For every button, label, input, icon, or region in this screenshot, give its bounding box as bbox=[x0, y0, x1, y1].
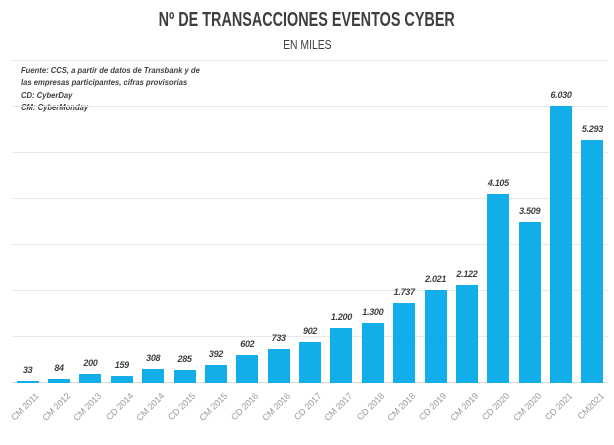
gridline bbox=[12, 60, 608, 61]
gridline bbox=[12, 106, 608, 107]
bar-slot: 200 CM 2013 bbox=[72, 61, 106, 423]
x-tick-label: CD 2018 bbox=[354, 391, 386, 423]
x-tick-label: CD 2021 bbox=[542, 391, 575, 423]
bar-slot: 602 CD 2016 bbox=[229, 61, 263, 422]
x-tick-label: CM 2014 bbox=[134, 391, 167, 423]
x-tick-label: CM2021 bbox=[575, 391, 606, 422]
x-tick-label: CD 2015 bbox=[166, 391, 198, 423]
gridline bbox=[12, 244, 608, 245]
x-tick-label: CM 2011 bbox=[9, 391, 41, 423]
bar-value-label: 1.737 bbox=[393, 287, 415, 298]
source-note: Fuente: CCS, a partir de datos de Transb… bbox=[21, 65, 200, 113]
bar-value-label: 33 bbox=[22, 365, 33, 376]
bar-value-label: 159 bbox=[114, 359, 129, 370]
bar-slot: 902 CD 2017 bbox=[292, 61, 325, 423]
bar-value-label: 733 bbox=[271, 333, 286, 344]
bar-value-label: 5.293 bbox=[581, 123, 603, 134]
x-tick-label: CD 2016 bbox=[229, 391, 261, 423]
bar bbox=[550, 105, 573, 383]
bar-slot: 285 CD 2015 bbox=[166, 61, 200, 422]
gridline bbox=[12, 336, 608, 337]
bar-slot: 6.030 CD 2021 bbox=[543, 61, 576, 423]
bar-slot: 3.509 CM 2020 bbox=[511, 61, 545, 423]
bar-value-label: 84 bbox=[54, 363, 64, 374]
bar bbox=[487, 194, 510, 383]
x-tick-label: CM 2015 bbox=[197, 391, 230, 423]
gridline bbox=[12, 290, 608, 291]
x-tick-label: CD 2020 bbox=[480, 391, 512, 423]
x-tick-label: CM 2018 bbox=[385, 391, 418, 423]
bar bbox=[393, 303, 416, 383]
bar bbox=[330, 327, 353, 383]
bar-slot: 2.021 CD 2019 bbox=[417, 61, 451, 422]
bar bbox=[173, 369, 196, 383]
bar bbox=[16, 381, 39, 383]
bar bbox=[518, 221, 541, 383]
bar-slot: 1.200 CM 2017 bbox=[323, 61, 357, 423]
bars-container: 33 CM 2011 84 CM 2012 200 CM 2013 159 CD 2014 30… bbox=[9, 61, 608, 423]
x-tick-label: CM 2017 bbox=[322, 391, 355, 423]
bar-slot: 392 CM 2015 bbox=[197, 61, 231, 423]
bar-slot: 1.737 CM 2018 bbox=[385, 61, 420, 423]
gridline bbox=[12, 152, 608, 153]
bar-value-label: 602 bbox=[240, 339, 255, 350]
bar-slot: 33 CM 2011 bbox=[9, 61, 43, 422]
bar-value-label: 1.300 bbox=[362, 307, 384, 318]
x-tick-label: CM 2016 bbox=[259, 391, 292, 423]
x-tick-label: CM 2020 bbox=[510, 391, 543, 423]
bar bbox=[299, 341, 322, 383]
bar bbox=[236, 355, 259, 383]
x-tick-label: CD 2017 bbox=[291, 391, 324, 423]
bar-slot: 4.105 CD 2020 bbox=[480, 61, 514, 422]
bar bbox=[110, 375, 133, 383]
page-subtitle: EN MILES bbox=[0, 37, 614, 52]
page-title: Nº DE TRANSACCIONES EVENTOS CYBER bbox=[0, 9, 614, 32]
bar-value-label: 6.030 bbox=[550, 89, 572, 100]
bar-slot: 308 CM 2014 bbox=[134, 61, 169, 423]
bar-value-label: 285 bbox=[177, 353, 192, 364]
bar-value-label: 1.200 bbox=[330, 311, 352, 322]
bar-slot: 733 CM 2016 bbox=[260, 61, 294, 423]
bar-value-label: 3.509 bbox=[519, 205, 541, 216]
bar bbox=[424, 290, 447, 383]
bar bbox=[267, 349, 290, 383]
bar bbox=[204, 364, 227, 383]
page-subtitle-text: EN MILES bbox=[282, 37, 332, 52]
bar bbox=[361, 323, 384, 383]
x-tick-label: CD 2019 bbox=[417, 391, 449, 423]
bar-slot: 84 CM 2012 bbox=[40, 61, 74, 423]
bar-value-label: 902 bbox=[303, 325, 318, 336]
bar bbox=[79, 373, 102, 383]
bar-slot: 2.122 CM 2019 bbox=[448, 61, 482, 423]
x-tick-label: CM 2013 bbox=[71, 391, 104, 423]
bar bbox=[48, 379, 71, 383]
bar-value-label: 2.122 bbox=[456, 269, 478, 280]
bar-slot: 1.300 CD 2018 bbox=[355, 61, 388, 422]
bar-value-label: 4.105 bbox=[487, 178, 509, 189]
bar-value-label: 392 bbox=[208, 348, 223, 359]
gridline bbox=[12, 198, 608, 199]
x-tick-label: CM 2019 bbox=[448, 391, 481, 423]
plot-area: 33 CM 2011 84 CM 2012 200 CM 2013 159 CD 2014 30… bbox=[9, 60, 608, 423]
bar-slot: 5.293 CM2021 bbox=[575, 61, 608, 422]
x-tick-label: CD 2014 bbox=[103, 391, 135, 423]
bar bbox=[455, 285, 478, 383]
bar bbox=[142, 368, 165, 383]
page-title-text: Nº DE TRANSACCIONES EVENTOS CYBER bbox=[158, 9, 456, 31]
bar-value-label: 200 bbox=[83, 357, 98, 368]
bar bbox=[581, 139, 604, 383]
bar-value-label: 2.021 bbox=[425, 274, 447, 285]
bar-slot: 159 CD 2014 bbox=[104, 61, 137, 423]
x-tick-label: CM 2012 bbox=[40, 391, 73, 423]
bar-value-label: 308 bbox=[146, 352, 161, 363]
